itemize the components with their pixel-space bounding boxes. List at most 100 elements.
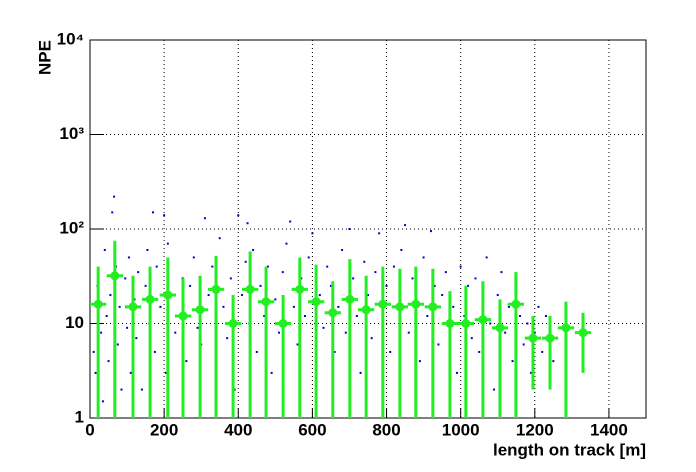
scatter-point bbox=[259, 284, 262, 287]
scatter-point bbox=[281, 271, 284, 274]
scatter-point bbox=[226, 337, 229, 340]
scatter-point bbox=[152, 211, 155, 214]
scatter-point bbox=[113, 195, 116, 198]
scatter-point bbox=[137, 271, 140, 274]
scatter-point bbox=[337, 305, 340, 308]
scatter-point bbox=[478, 350, 481, 353]
scatter-point bbox=[105, 315, 108, 318]
profile-point bbox=[578, 328, 588, 338]
scatter-point bbox=[378, 232, 381, 235]
scatter-point bbox=[240, 294, 243, 297]
profile-point bbox=[311, 297, 321, 307]
scatter-point bbox=[189, 284, 192, 287]
scatter-point bbox=[196, 326, 199, 329]
profile-point bbox=[261, 297, 271, 307]
y-axis-title: NPE bbox=[35, 40, 54, 75]
scatter-point bbox=[266, 265, 269, 268]
scatter-point bbox=[374, 271, 377, 274]
scatter-point bbox=[185, 360, 188, 363]
scatter-point bbox=[111, 211, 114, 214]
scatter-point bbox=[530, 371, 533, 374]
profile-point bbox=[93, 299, 103, 309]
scatter-point bbox=[292, 305, 295, 308]
x-tick-label: 200 bbox=[150, 420, 178, 439]
scatter-point bbox=[348, 228, 351, 230]
scatter-point bbox=[544, 315, 547, 318]
scatter-point bbox=[522, 343, 525, 346]
x-axis-title: length on track [m] bbox=[493, 440, 646, 459]
scatter-point bbox=[118, 305, 121, 308]
scatter-point bbox=[146, 248, 149, 251]
scatter-point bbox=[392, 265, 395, 268]
scatter-point bbox=[518, 315, 521, 318]
profile-point bbox=[445, 319, 455, 328]
profile-point bbox=[145, 294, 155, 304]
scatter-point bbox=[359, 371, 362, 374]
scatter-point bbox=[120, 388, 123, 391]
profile-point bbox=[461, 319, 471, 328]
scatter-point bbox=[103, 248, 106, 251]
profile-point bbox=[228, 319, 238, 328]
y-tick-label: 10⁴ bbox=[57, 29, 84, 48]
scatter-point bbox=[470, 337, 473, 340]
profile-point bbox=[495, 323, 505, 333]
scatter-point bbox=[144, 284, 147, 287]
scatter-point bbox=[455, 371, 458, 374]
profile-point bbox=[245, 284, 255, 294]
scatter-point bbox=[107, 360, 110, 363]
scatter-point bbox=[370, 337, 373, 340]
scatter-point bbox=[385, 284, 388, 287]
profile-point bbox=[511, 299, 521, 309]
scatter-point bbox=[222, 305, 225, 308]
scatter-point bbox=[203, 217, 206, 220]
scatter-point bbox=[140, 388, 143, 391]
scatter-point bbox=[278, 331, 281, 334]
x-tick-label: 600 bbox=[298, 420, 326, 439]
scatter-point bbox=[533, 331, 536, 334]
scatter-point bbox=[418, 360, 421, 363]
scatter-point bbox=[127, 256, 130, 259]
scatter-point bbox=[389, 350, 392, 353]
scatter-point bbox=[541, 350, 544, 353]
scatter-point bbox=[511, 360, 514, 363]
profile-point bbox=[278, 319, 288, 328]
scatter-point bbox=[124, 277, 127, 280]
y-tick-label: 10 bbox=[65, 313, 84, 332]
scatter-point bbox=[252, 248, 255, 251]
scatter-point bbox=[441, 294, 444, 297]
scatter-point bbox=[270, 371, 273, 374]
x-tick-label: 1200 bbox=[516, 420, 554, 439]
scatter-point bbox=[437, 343, 440, 346]
profile-point bbox=[178, 311, 188, 321]
scatter-point bbox=[163, 214, 166, 217]
scatter-point bbox=[311, 232, 314, 235]
x-tick-label: 1000 bbox=[442, 420, 480, 439]
y-tick-label: 1 bbox=[75, 407, 84, 426]
scatter-point bbox=[164, 371, 167, 374]
scatter-point bbox=[430, 230, 433, 233]
scatter-point bbox=[159, 305, 162, 308]
profile-point bbox=[395, 302, 405, 312]
profile-point bbox=[128, 302, 138, 312]
scatter-point bbox=[367, 294, 369, 297]
profile-point bbox=[361, 305, 371, 315]
scatter-point bbox=[155, 265, 158, 268]
scatter-point bbox=[129, 371, 132, 374]
scatter-point bbox=[452, 305, 455, 308]
scatter-point bbox=[459, 265, 462, 268]
scatter-point bbox=[246, 222, 249, 225]
y-tick-label: 10³ bbox=[59, 124, 84, 143]
profile-point bbox=[561, 323, 571, 333]
scatter-point bbox=[255, 350, 258, 353]
scatter-point bbox=[244, 260, 247, 263]
scatter-point bbox=[303, 315, 306, 318]
scatter-point bbox=[363, 260, 366, 263]
scatter-point bbox=[126, 326, 129, 329]
scatter-point bbox=[411, 277, 414, 280]
scatter-point bbox=[537, 305, 540, 308]
scatter-point bbox=[400, 248, 403, 251]
profile-point bbox=[545, 333, 555, 343]
scatter-point bbox=[318, 294, 321, 297]
scatter-point bbox=[166, 242, 169, 245]
scatter-point bbox=[192, 256, 195, 259]
